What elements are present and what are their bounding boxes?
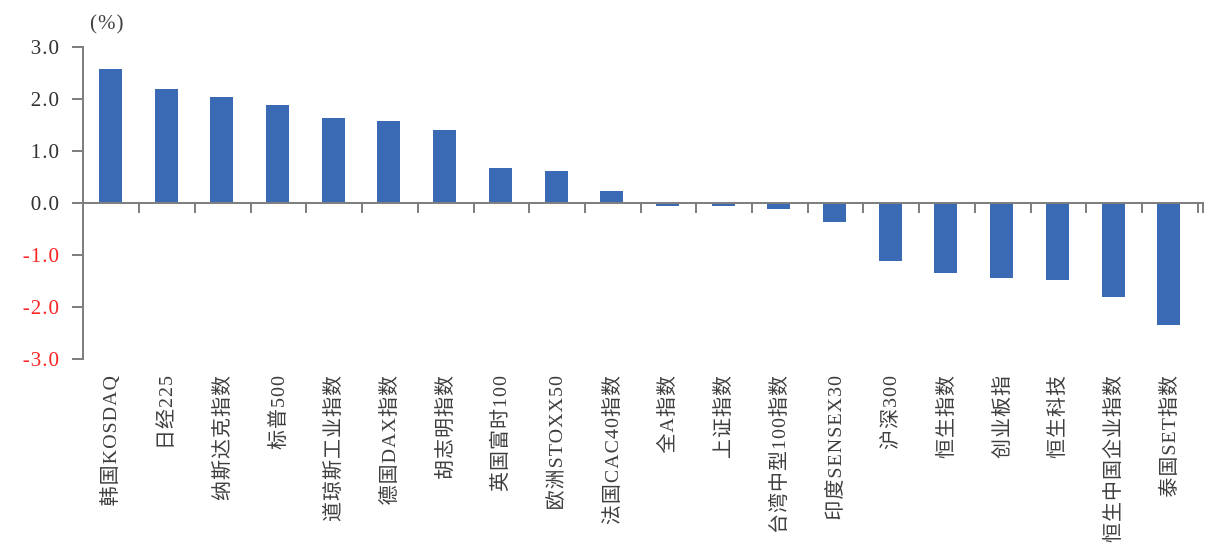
- bar: [934, 204, 958, 273]
- bar: [711, 204, 735, 206]
- x-axis-label: 泰国SET指数: [1157, 375, 1180, 498]
- y-tick: [72, 306, 82, 308]
- x-axis-label: 德国DAX指数: [377, 375, 400, 506]
- x-tick: [1140, 204, 1143, 213]
- y-tick-label: -2.0: [22, 295, 60, 319]
- x-tick: [973, 204, 976, 213]
- x-axis-label: 台湾中型100指数: [767, 375, 790, 534]
- bar: [823, 204, 847, 222]
- y-tick: [72, 254, 82, 256]
- y-tick: [72, 358, 82, 360]
- bar: [321, 118, 345, 202]
- bar: [154, 89, 178, 202]
- bar: [1045, 204, 1069, 280]
- x-tick: [751, 204, 753, 213]
- y-tick: [72, 46, 82, 48]
- y-tick: [72, 150, 82, 152]
- x-axis-label: 上证指数: [712, 375, 735, 459]
- x-axis-label: 日经225: [155, 375, 178, 450]
- bar: [544, 171, 568, 202]
- x-axis-label: 恒生科技: [1046, 375, 1069, 459]
- x-axis-line: [82, 202, 1204, 204]
- x-tick: [528, 204, 531, 213]
- x-tick: [1085, 204, 1088, 213]
- x-tick: [472, 204, 475, 213]
- y-tick: [72, 202, 82, 204]
- bar: [433, 130, 457, 202]
- x-axis-label: 恒生指数: [934, 375, 957, 459]
- x-tick: [918, 204, 921, 213]
- y-tick-label: 1.0: [30, 139, 60, 163]
- x-axis-label: 胡志明指数: [433, 375, 456, 480]
- x-axis-label: 沪深300: [879, 375, 902, 450]
- x-axis-label: 道琼斯工业指数: [322, 375, 345, 522]
- x-axis-label: 标普500: [266, 375, 289, 450]
- bar: [600, 191, 624, 202]
- x-axis-label: 法国CAC40指数: [600, 375, 623, 526]
- bar: [488, 168, 512, 202]
- x-axis-label: 印度SENSEX30: [823, 375, 846, 521]
- bar: [878, 204, 902, 261]
- x-tick: [862, 204, 865, 213]
- bar: [210, 97, 234, 202]
- x-axis-endcap: [1202, 204, 1204, 213]
- x-axis-label: 欧洲STOXX50: [545, 375, 568, 511]
- x-tick: [583, 204, 586, 213]
- bar: [266, 105, 290, 202]
- bar: [990, 204, 1014, 278]
- y-axis-unit-label: (%): [90, 10, 125, 34]
- bar: [1101, 204, 1125, 297]
- bar: [1157, 204, 1181, 325]
- x-axis-label: 创业板指: [990, 375, 1013, 459]
- x-tick: [138, 204, 141, 213]
- y-tick-label: -1.0: [22, 243, 60, 267]
- x-tick: [361, 204, 364, 213]
- bar: [98, 69, 122, 202]
- y-tick-label: -3.0: [22, 347, 60, 371]
- bar: [767, 204, 791, 209]
- x-tick: [695, 204, 698, 213]
- x-tick: [194, 204, 196, 213]
- x-tick: [249, 204, 252, 213]
- bar: [377, 121, 401, 202]
- x-tick: [1029, 204, 1032, 213]
- x-axis-label: 恒生中国企业指数: [1102, 375, 1125, 543]
- x-axis-label: 英国富时100: [489, 375, 512, 492]
- y-tick-label: 3.0: [30, 35, 60, 59]
- x-axis-label: 全A指数: [656, 375, 679, 454]
- bar: [655, 204, 679, 206]
- x-tick: [416, 204, 419, 213]
- x-tick: [639, 204, 642, 213]
- x-tick: [305, 204, 308, 213]
- y-tick-label: 2.0: [30, 87, 60, 111]
- x-tick: [1196, 204, 1199, 213]
- y-tick-label: 0.0: [30, 191, 60, 215]
- x-tick: [806, 204, 809, 213]
- x-axis-label: 韩国KOSDAQ: [99, 375, 122, 507]
- x-axis-label: 纳斯达克指数: [210, 375, 233, 501]
- y-tick: [72, 98, 82, 100]
